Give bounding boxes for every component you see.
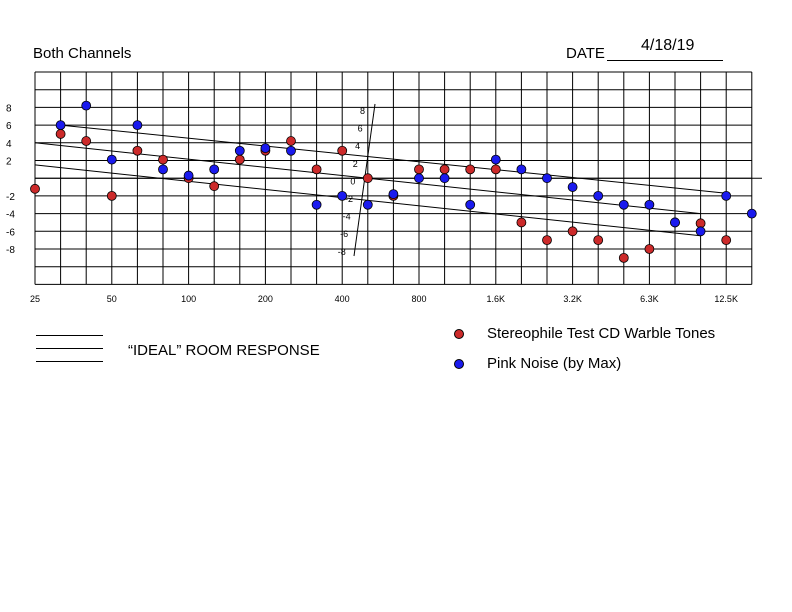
pink-noise-point bbox=[593, 190, 604, 201]
warble-tone-point bbox=[567, 226, 578, 237]
legend-item-warble: Stereophile Test CD Warble Tones bbox=[454, 325, 715, 342]
y-tick-labels: 8 6 4 2 -2 -4 -6 -8 bbox=[6, 103, 15, 256]
inner-y-tick-label: 8 bbox=[360, 106, 365, 116]
pink-noise-point bbox=[362, 199, 373, 210]
pink-noise-point bbox=[337, 190, 348, 201]
warble-tone-point bbox=[311, 164, 322, 175]
pink-noise-point bbox=[55, 120, 66, 130]
pink-noise-point bbox=[183, 170, 194, 181]
pink-noise-point bbox=[516, 164, 527, 175]
warble-tone-point bbox=[439, 164, 450, 175]
inner-y-tick-label: -4 bbox=[343, 212, 351, 222]
x-tick-label: 25 bbox=[30, 294, 40, 304]
ideal-reference-line bbox=[60, 124, 727, 194]
pink-noise-point bbox=[644, 199, 655, 210]
inner-y-tick-label: -2 bbox=[345, 194, 353, 204]
x-tick-label: 3.2K bbox=[563, 294, 582, 304]
warble-tone-point bbox=[721, 235, 732, 246]
pink-noise-point bbox=[721, 190, 732, 201]
ideal-legend-line bbox=[36, 335, 103, 336]
pink-noise-point bbox=[311, 199, 322, 210]
warble-tone-point bbox=[644, 244, 655, 254]
warble-tone-point bbox=[362, 173, 373, 184]
legend-label: Pink Noise (by Max) bbox=[487, 355, 622, 372]
warble-tone-point bbox=[106, 190, 117, 201]
ideal-response-label: “IDEAL” ROOM RESPONSE bbox=[128, 342, 320, 359]
pink-noise-point bbox=[670, 217, 680, 228]
pink-noise-point bbox=[132, 120, 143, 130]
warble-tone-point bbox=[337, 145, 348, 156]
pink-noise-point bbox=[490, 154, 501, 165]
legend-label: Stereophile Test CD Warble Tones bbox=[487, 325, 716, 342]
y-tick-label: -2 bbox=[6, 192, 15, 203]
chart-title: Both Channels bbox=[33, 45, 132, 62]
legend-item-pink-noise: Pink Noise (by Max) bbox=[454, 355, 621, 372]
chart-grid bbox=[34, 71, 762, 285]
ideal-legend-line bbox=[36, 361, 103, 362]
y-tick-label: -6 bbox=[6, 227, 15, 238]
pink-noise-point bbox=[388, 189, 399, 200]
warble-tone-point bbox=[542, 235, 552, 246]
pink-noise-point bbox=[286, 145, 296, 156]
y-tick-label: -4 bbox=[6, 210, 15, 221]
inner-y-tick-label: -6 bbox=[340, 229, 348, 239]
inner-y-tick-label: 0 bbox=[350, 176, 355, 186]
ideal-reference-lines bbox=[34, 124, 727, 237]
x-tick-label: 12.5K bbox=[714, 294, 738, 304]
x-tick-label: 200 bbox=[258, 294, 273, 304]
ideal-legend-line bbox=[36, 348, 103, 349]
pink-noise-point bbox=[158, 164, 168, 175]
date-value: 4/18/19 bbox=[641, 37, 695, 54]
pink-noise-point bbox=[618, 199, 629, 210]
x-tick-label: 400 bbox=[335, 294, 350, 304]
warble-tone-point bbox=[593, 235, 604, 246]
y-tick-label: 6 bbox=[6, 121, 12, 132]
pink-noise-point bbox=[414, 173, 424, 184]
warble-tone-point bbox=[55, 129, 66, 139]
y-tick-label: 8 bbox=[6, 103, 12, 114]
pink-noise-point bbox=[106, 154, 117, 165]
warble-tone-point bbox=[132, 145, 143, 156]
warble-tone-point bbox=[414, 164, 424, 175]
warble-tone-point bbox=[158, 154, 168, 165]
warble-tone-point bbox=[465, 164, 476, 175]
warble-tone-point bbox=[30, 183, 40, 194]
inner-y-tick-label: 6 bbox=[358, 124, 363, 134]
y-tick-label: 2 bbox=[6, 157, 12, 168]
pink-noise-point bbox=[209, 164, 220, 175]
warble-tone-point bbox=[81, 136, 92, 146]
x-tick-label: 6.3K bbox=[640, 294, 659, 304]
pink-noise-point bbox=[465, 199, 476, 210]
warble-tone-point bbox=[516, 217, 527, 228]
y-tick-label: -8 bbox=[6, 245, 15, 256]
pink-noise-point bbox=[234, 145, 245, 156]
pink-noise-point bbox=[439, 173, 450, 184]
legend-red-dot-icon bbox=[454, 328, 464, 339]
x-tick-label: 1.6K bbox=[487, 294, 506, 304]
pink-noise-point bbox=[260, 143, 271, 154]
x-tick-label: 800 bbox=[411, 294, 426, 304]
x-tick-labels: 25 50 100 200 400 800 1.6K 3.2K 6.3K 12.5K bbox=[30, 294, 738, 304]
pink-noise-point bbox=[746, 208, 757, 219]
warble-tone-point bbox=[234, 154, 245, 165]
x-tick-label: 50 bbox=[107, 294, 117, 304]
pink-noise-point bbox=[81, 100, 92, 111]
date-underline bbox=[607, 60, 723, 61]
inner-y-tick-label: 2 bbox=[353, 159, 358, 169]
pink-noise-point bbox=[542, 173, 552, 184]
pink-noise-point bbox=[695, 226, 706, 237]
warble-tone-point bbox=[618, 252, 629, 263]
inner-y-tick-label: 4 bbox=[355, 141, 360, 151]
warble-tone-point bbox=[286, 136, 296, 146]
y-tick-label: 4 bbox=[6, 139, 12, 150]
warble-tone-point bbox=[490, 164, 501, 175]
x-tick-label: 100 bbox=[181, 294, 196, 304]
pink-noise-point bbox=[567, 182, 578, 192]
data-points bbox=[30, 100, 757, 263]
legend-blue-dot-icon bbox=[454, 358, 464, 369]
date-label: DATE bbox=[566, 45, 605, 62]
warble-tone-point bbox=[209, 181, 220, 192]
inner-y-tick-label: -8 bbox=[338, 247, 346, 257]
